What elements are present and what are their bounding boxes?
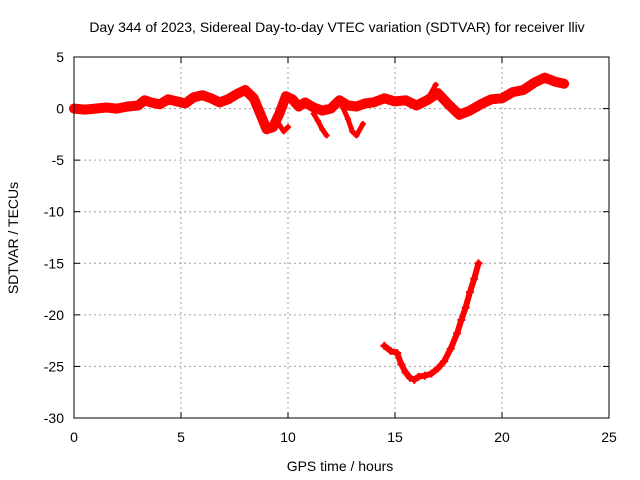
x-tick-label: 20 (494, 429, 510, 445)
chart-title: Day 344 of 2023, Sidereal Day-to-day VTE… (89, 19, 584, 35)
data-point (386, 346, 395, 355)
data-point (487, 95, 496, 104)
data-point (241, 86, 250, 95)
data-point (309, 103, 318, 112)
data-point (530, 78, 539, 87)
data-point (361, 99, 370, 108)
data-point (461, 303, 470, 312)
data-point (80, 105, 89, 114)
x-tick-label: 0 (70, 429, 78, 445)
data-point (446, 344, 455, 353)
data-point (414, 372, 423, 381)
data-point (224, 95, 233, 104)
y-tick-label: -15 (44, 255, 64, 271)
data-point (551, 77, 560, 86)
data-point (465, 106, 474, 115)
data-points (69, 72, 570, 384)
data-point (519, 86, 528, 95)
x-tick-label: 15 (387, 429, 403, 445)
y-axis-label: SDTVAR / TECUs (5, 182, 21, 294)
data-point (140, 96, 149, 105)
data-point (393, 349, 402, 358)
data-point (455, 110, 464, 119)
data-point (391, 97, 399, 106)
dip-segment (319, 126, 330, 138)
y-tick-label: -25 (44, 358, 64, 374)
dip-segment (339, 101, 351, 122)
data-point (269, 123, 278, 132)
x-tick-label: 10 (280, 429, 296, 445)
y-tick-label: -10 (44, 204, 64, 220)
y-tick-label: -5 (52, 152, 65, 168)
x-tick-label: 25 (601, 429, 617, 445)
data-point (380, 341, 389, 350)
data-point (164, 95, 173, 104)
data-point (352, 102, 361, 111)
data-point (288, 95, 297, 104)
data-point (369, 98, 378, 107)
data-point (508, 88, 517, 97)
y-tick-label: 5 (56, 49, 64, 65)
data-point (401, 96, 410, 105)
data-point (249, 94, 258, 103)
data-point (427, 369, 436, 378)
y-tick-label: 0 (56, 101, 64, 117)
data-point (343, 101, 352, 110)
series-band (381, 260, 482, 383)
plot-frame (73, 56, 610, 419)
y-tick-label: -30 (44, 410, 64, 426)
data-point (465, 288, 474, 297)
data-point (172, 97, 181, 106)
data-point (147, 98, 156, 107)
data-point (155, 100, 164, 109)
data-point (318, 106, 327, 115)
data-point (123, 102, 132, 111)
y-tick-label: -20 (44, 307, 64, 323)
data-point (275, 109, 284, 118)
data-point (262, 125, 271, 134)
dip-segment (353, 121, 366, 138)
data-point (560, 79, 569, 88)
data-point (498, 94, 506, 103)
data-point (294, 102, 303, 111)
data-point (444, 100, 453, 109)
data-point (380, 94, 389, 103)
data-point (401, 368, 410, 377)
dip-segment (281, 124, 291, 134)
data-point (281, 92, 290, 101)
data-point (397, 360, 406, 369)
data-point (181, 99, 190, 108)
data-point (198, 91, 207, 100)
data-point (433, 89, 442, 98)
dip-segment (426, 82, 439, 99)
data-point (206, 94, 215, 103)
data-point (433, 364, 442, 373)
data-point (410, 375, 419, 384)
data-point (405, 373, 414, 382)
data-point (540, 73, 549, 82)
data-point (102, 103, 111, 112)
x-tick-label: 5 (177, 429, 185, 445)
data-point (256, 109, 265, 118)
data-point (335, 96, 344, 105)
data-point (470, 274, 479, 283)
data-point (476, 100, 485, 109)
data-point (232, 90, 241, 99)
data-point (453, 329, 462, 338)
x-axis-label: GPS time / hours (287, 458, 394, 474)
data-point (189, 93, 198, 102)
data-point (91, 104, 100, 113)
data-point (326, 104, 335, 113)
grid-lines (74, 57, 609, 418)
data-point (134, 101, 143, 110)
data-point (301, 98, 310, 107)
data-point (215, 98, 224, 107)
data-point (420, 371, 429, 380)
data-point (440, 357, 449, 366)
data-point (457, 316, 466, 325)
data-point (474, 259, 483, 268)
data-point (112, 104, 121, 113)
data-point (412, 101, 421, 110)
